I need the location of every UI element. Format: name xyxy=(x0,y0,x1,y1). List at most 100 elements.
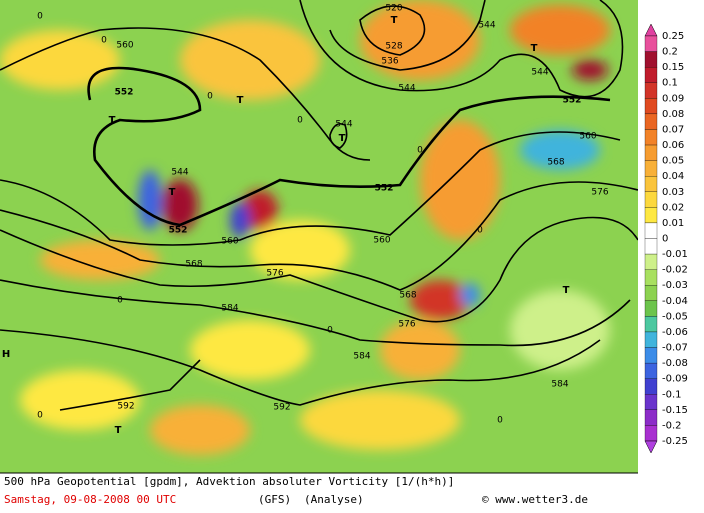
legend-swatch xyxy=(644,378,658,395)
contour-label: 560 xyxy=(579,132,596,142)
contour-label: 528 xyxy=(385,42,402,52)
contour-label: 560 xyxy=(116,41,133,51)
legend-swatch xyxy=(644,51,658,68)
pressure-center: T xyxy=(169,187,176,198)
legend-swatch xyxy=(644,394,658,410)
contour-label: 520 xyxy=(385,4,402,14)
legend-label: -0.05 xyxy=(662,311,688,322)
contour-label: 0 xyxy=(117,296,123,306)
legend-label: 0.01 xyxy=(662,218,684,229)
contour-label: 552 xyxy=(563,96,582,106)
contour-label: 552 xyxy=(169,226,188,236)
contour-label: 536 xyxy=(381,57,398,67)
legend-swatch xyxy=(644,238,658,255)
contour-label: 0 xyxy=(417,146,423,156)
legend-label: 0.03 xyxy=(662,187,684,198)
legend-swatch xyxy=(644,129,658,146)
legend-label: -0.06 xyxy=(662,327,688,338)
pressure-center: T xyxy=(115,425,122,436)
contour-label: 584 xyxy=(551,380,568,390)
legend-label: 0.04 xyxy=(662,171,684,182)
legend-swatch xyxy=(644,409,658,426)
legend-label: -0.03 xyxy=(662,280,688,291)
legend-swatch xyxy=(644,160,658,177)
legend-swatch xyxy=(644,98,658,115)
legend-swatch xyxy=(644,82,658,99)
legend-label: 0.15 xyxy=(662,62,684,73)
legend-label: -0.15 xyxy=(662,405,688,416)
legend-label: 0.2 xyxy=(662,47,678,58)
footer-title: 500 hPa Geopotential [gpdm], Advektion a… xyxy=(4,475,454,488)
legend-label: -0.04 xyxy=(662,296,688,307)
contour-label: 544 xyxy=(531,68,548,78)
legend-swatch xyxy=(644,176,658,192)
legend-label: 0.08 xyxy=(662,109,684,120)
legend-swatch xyxy=(644,285,658,301)
legend-swatch xyxy=(644,253,658,270)
legend-swatch xyxy=(644,425,658,442)
legend-label: -0.02 xyxy=(662,265,688,276)
legend-label: 0.07 xyxy=(662,124,684,135)
legend-swatch xyxy=(644,222,658,239)
contour-label: 584 xyxy=(221,304,238,314)
contour-label: 584 xyxy=(353,352,370,362)
pressure-center: T xyxy=(531,43,538,54)
contour-label: 0 xyxy=(207,92,213,102)
contour-label: 0 xyxy=(497,416,503,426)
contour-label: 0 xyxy=(327,326,333,336)
pressure-center: T xyxy=(391,15,398,26)
legend-swatch xyxy=(644,300,658,317)
contour-label: 544 xyxy=(478,21,495,31)
legend-label: -0.09 xyxy=(662,374,688,385)
legend-label: 0.06 xyxy=(662,140,684,151)
footer-date: Samstag, 09-08-2008 00 UTC xyxy=(4,493,176,506)
contour-label: 576 xyxy=(398,320,415,330)
legend-arrow-bottom xyxy=(644,440,658,454)
contour-label: 544 xyxy=(335,120,352,130)
legend-swatch xyxy=(644,144,658,161)
contour-label: 0 xyxy=(101,36,107,46)
footer-model: (GFS) xyxy=(258,493,291,506)
contour-label: 592 xyxy=(273,403,290,413)
legend-label: -0.08 xyxy=(662,358,688,369)
legend-label: 0 xyxy=(662,234,668,245)
legend-label: -0.1 xyxy=(662,389,682,400)
legend-label: -0.25 xyxy=(662,436,688,447)
pressure-center: T xyxy=(109,115,116,126)
legend-swatch xyxy=(644,331,658,348)
legend-label: 0.1 xyxy=(662,78,678,89)
legend-swatch xyxy=(644,362,658,379)
contour-label: 592 xyxy=(117,402,134,412)
legend-swatch xyxy=(644,207,658,224)
map-labels: 520 528 536 544 544 544 552 552 552 552 544 544 560 5… xyxy=(2,4,609,437)
legend: 0.25 0.2 0.15 0.1 0.09 0.08 0.07 0.06 0.05 0.04 0.… xyxy=(644,23,688,454)
footer-credit: © www.wetter3.de xyxy=(482,493,588,506)
legend-label: 0.25 xyxy=(662,31,684,42)
pressure-center: T xyxy=(563,285,570,296)
legend-label: 0.02 xyxy=(662,202,684,213)
contour-label: 560 xyxy=(221,237,238,247)
footer-bg xyxy=(0,473,638,513)
contour-label: 568 xyxy=(399,291,416,301)
contour-label: 560 xyxy=(373,236,390,246)
contour-label: 552 xyxy=(115,88,134,98)
contour-label: 544 xyxy=(398,84,415,94)
pressure-center: T xyxy=(237,95,244,106)
legend-swatch xyxy=(644,347,658,364)
contour-label: 568 xyxy=(547,158,564,168)
legend-label: -0.07 xyxy=(662,343,688,354)
legend-swatch xyxy=(644,67,658,83)
contour-label: 576 xyxy=(591,188,608,198)
contour-label: 552 xyxy=(375,184,394,194)
legend-label: -0.01 xyxy=(662,249,688,260)
legend-label: 0.05 xyxy=(662,156,684,167)
legend-label: 0.09 xyxy=(662,93,684,104)
contour-label: 568 xyxy=(185,260,202,270)
contour-label: 576 xyxy=(266,269,283,279)
contour-label: 544 xyxy=(171,168,188,178)
pressure-center: H xyxy=(2,349,10,360)
map-field xyxy=(0,0,638,473)
footer-run: (Analyse) xyxy=(304,493,364,506)
